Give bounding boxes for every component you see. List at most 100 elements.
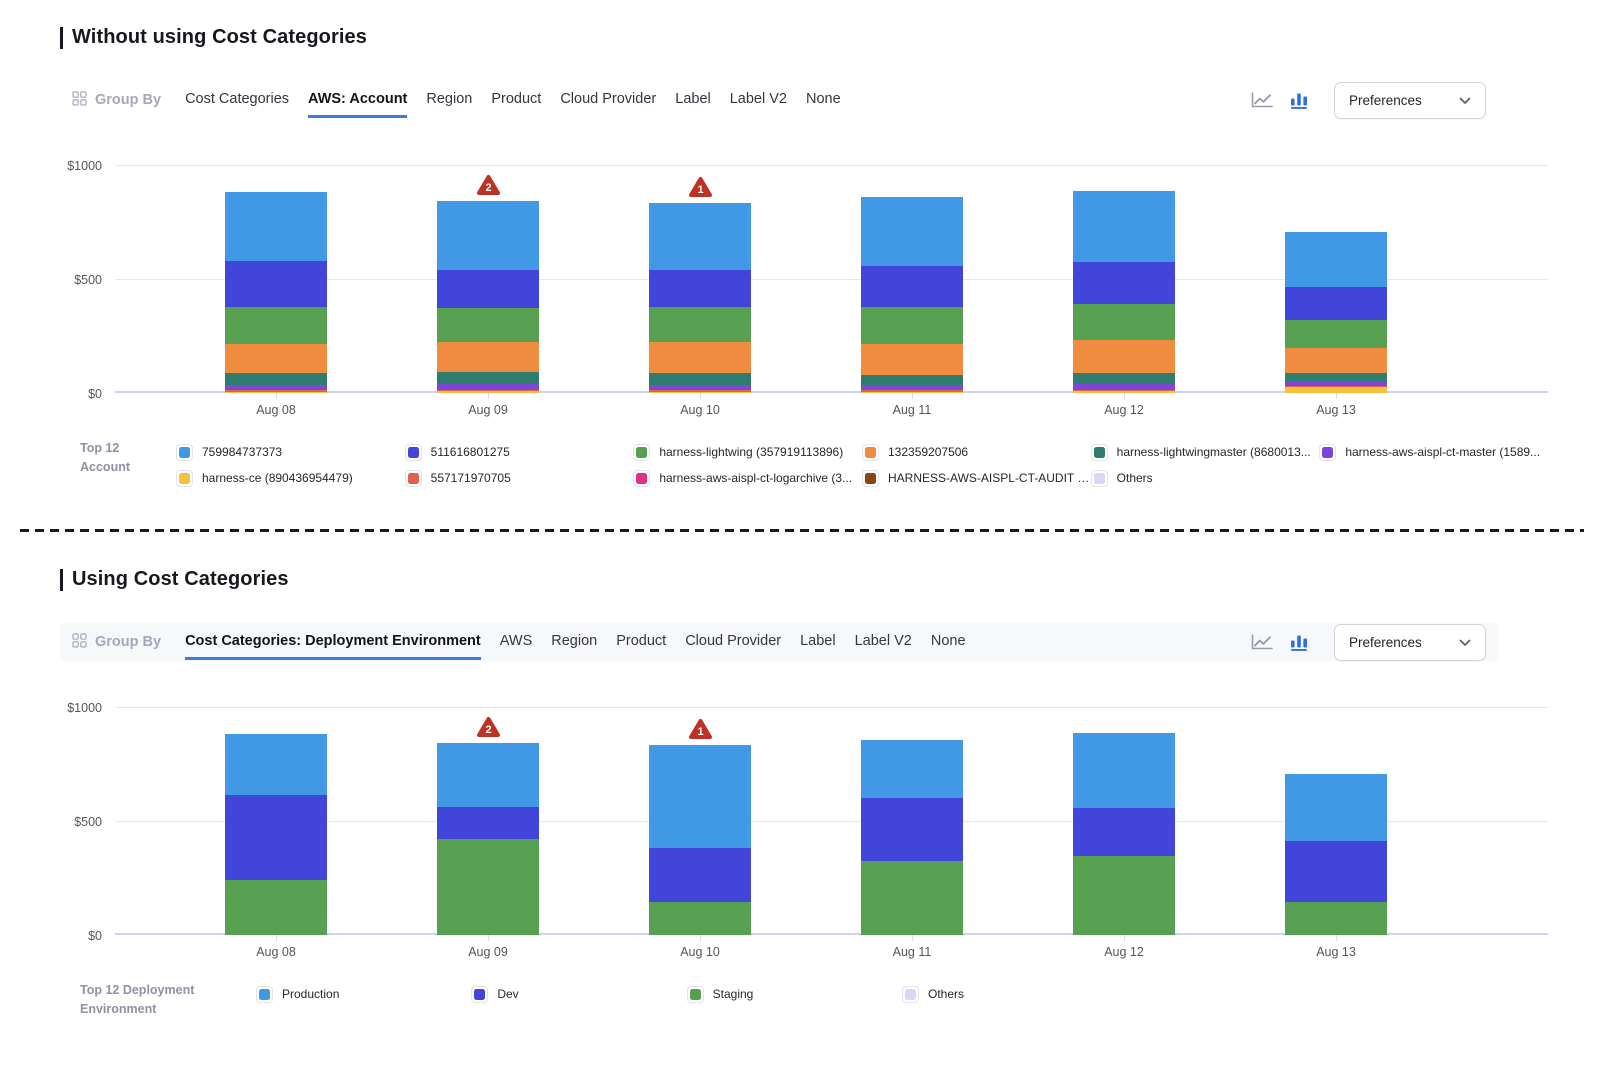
bar-segment-staging[interactable] <box>649 902 751 935</box>
bar-segment-511616801275[interactable] <box>437 269 539 309</box>
tab-product[interactable]: Product <box>616 632 667 649</box>
bar-segment-harness-ce-890436954479[interactable] <box>1073 391 1175 393</box>
bar-segment-harness-ce-890436954479[interactable] <box>1285 387 1387 393</box>
tab-label-v2[interactable]: Label V2 <box>854 632 912 649</box>
bar-segment-harness-ce-890436954479[interactable] <box>649 391 751 393</box>
bar-segment-staging[interactable] <box>861 861 963 935</box>
stacked-bar-aug-08[interactable] <box>225 192 327 393</box>
tab-region[interactable]: Region <box>551 632 598 649</box>
stacked-bar-aug-09[interactable] <box>437 201 539 393</box>
bar-segment-dev[interactable] <box>1285 840 1387 902</box>
bar-segment-511616801275[interactable] <box>1285 286 1387 321</box>
bar-segment-132359207506[interactable] <box>861 343 963 375</box>
bar-segment-557171970705[interactable] <box>1285 386 1387 388</box>
bar-segment-dev[interactable] <box>225 795 327 881</box>
bar-segment-harness-aws-aispl-ct-master-1589[interactable] <box>437 384 539 390</box>
bar-segment-759984737373[interactable] <box>437 201 539 270</box>
line-chart-icon[interactable] <box>1250 633 1274 651</box>
bar-segment-dev[interactable] <box>861 797 963 862</box>
preferences-button[interactable]: Preferences <box>1334 81 1486 119</box>
tab-cloud-provider[interactable]: Cloud Provider <box>560 90 657 107</box>
anomaly-badge[interactable]: 2 <box>476 174 501 196</box>
bar-segment-132359207506[interactable] <box>225 343 327 374</box>
bar-segment-production[interactable] <box>1073 733 1175 809</box>
bar-segment-production[interactable] <box>861 739 963 798</box>
bar-segment-harness-aws-aispl-ct-master-1589[interactable] <box>1285 381 1387 387</box>
bar-segment-511616801275[interactable] <box>1073 261 1175 305</box>
bar-segment-harness-lightwingmaster-8680013[interactable] <box>1073 372 1175 384</box>
bar-segment-759984737373[interactable] <box>861 197 963 266</box>
tab-label-v2[interactable]: Label V2 <box>729 90 787 107</box>
bar-segment-132359207506[interactable] <box>437 341 539 373</box>
tab-label[interactable]: Label <box>675 90 711 107</box>
bar-segment-557171970705[interactable] <box>225 389 327 392</box>
stacked-bar-aug-10[interactable] <box>649 744 751 935</box>
bar-segment-harness-lightwingmaster-8680013[interactable] <box>861 374 963 387</box>
stacked-bar-aug-13[interactable] <box>1285 232 1387 393</box>
anomaly-badge[interactable]: 1 <box>688 718 713 740</box>
bar-segment-harness-lightwingmaster-8680013[interactable] <box>225 373 327 385</box>
line-chart-icon[interactable] <box>1250 91 1274 109</box>
bar-segment-557171970705[interactable] <box>649 389 751 392</box>
bar-segment-production[interactable] <box>437 743 539 807</box>
stacked-bar-aug-12[interactable] <box>1073 191 1175 393</box>
bar-segment-557171970705[interactable] <box>861 390 963 392</box>
bar-segment-staging[interactable] <box>1073 856 1175 935</box>
bar-chart-icon[interactable] <box>1289 91 1309 109</box>
bar-segment-harness-lightwingmaster-8680013[interactable] <box>437 372 539 385</box>
stacked-bar-aug-10[interactable] <box>649 202 751 393</box>
bar-segment-harness-aws-aispl-ct-master-1589[interactable] <box>649 384 751 390</box>
bar-segment-dev[interactable] <box>649 848 751 903</box>
bar-segment-production[interactable] <box>225 734 327 796</box>
bar-segment-harness-ce-890436954479[interactable] <box>225 391 327 393</box>
tab-region[interactable]: Region <box>426 90 473 107</box>
bar-segment-557171970705[interactable] <box>437 389 539 392</box>
tab-cost-categories-deployment-environment[interactable]: Cost Categories: Deployment Environment <box>185 625 481 660</box>
stacked-bar-aug-12[interactable] <box>1073 733 1175 935</box>
stacked-bar-aug-11[interactable] <box>861 739 963 935</box>
bar-segment-dev[interactable] <box>1073 808 1175 857</box>
bar-segment-staging[interactable] <box>225 880 327 935</box>
anomaly-badge[interactable]: 2 <box>476 716 501 738</box>
bar-segment-132359207506[interactable] <box>1285 348 1387 374</box>
stacked-bar-aug-13[interactable] <box>1285 774 1387 935</box>
tab-cloud-provider[interactable]: Cloud Provider <box>685 632 782 649</box>
bar-segment-staging[interactable] <box>1285 901 1387 935</box>
stacked-bar-aug-11[interactable] <box>861 197 963 393</box>
bar-segment-harness-lightwing-357919113896[interactable] <box>649 307 751 343</box>
bar-segment-harness-lightwingmaster-8680013[interactable] <box>649 373 751 385</box>
stacked-bar-aug-08[interactable] <box>225 734 327 935</box>
bar-segment-harness-lightwing-357919113896[interactable] <box>437 308 539 342</box>
bar-segment-staging[interactable] <box>437 839 539 935</box>
bar-segment-dev[interactable] <box>437 806 539 840</box>
tab-product[interactable]: Product <box>491 90 542 107</box>
bar-segment-759984737373[interactable] <box>1285 232 1387 287</box>
tab-cost-categories[interactable]: Cost Categories <box>185 90 290 107</box>
bar-segment-harness-lightwing-357919113896[interactable] <box>1285 320 1387 349</box>
bar-segment-511616801275[interactable] <box>861 265 963 308</box>
preferences-button[interactable]: Preferences <box>1334 623 1486 661</box>
bar-segment-557171970705[interactable] <box>1073 389 1175 392</box>
bar-segment-759984737373[interactable] <box>225 192 327 261</box>
bar-segment-harness-lightwing-357919113896[interactable] <box>861 307 963 344</box>
bar-segment-132359207506[interactable] <box>1073 340 1175 373</box>
stacked-bar-aug-09[interactable] <box>437 743 539 935</box>
anomaly-badge[interactable]: 1 <box>688 176 713 198</box>
bar-chart-icon[interactable] <box>1289 633 1309 651</box>
bar-segment-harness-lightwing-357919113896[interactable] <box>1073 304 1175 341</box>
bar-segment-production[interactable] <box>649 744 751 849</box>
tab-label[interactable]: Label <box>800 632 836 649</box>
bar-segment-production[interactable] <box>1285 774 1387 841</box>
bar-segment-harness-aws-aispl-ct-master-1589[interactable] <box>1073 383 1175 390</box>
tab-none[interactable]: None <box>930 632 966 649</box>
bar-segment-759984737373[interactable] <box>1073 191 1175 262</box>
bar-segment-759984737373[interactable] <box>649 202 751 270</box>
bar-segment-511616801275[interactable] <box>649 269 751 308</box>
bar-segment-harness-ce-890436954479[interactable] <box>437 391 539 393</box>
tab-none[interactable]: None <box>805 90 841 107</box>
bar-segment-harness-lightwingmaster-8680013[interactable] <box>1285 373 1387 382</box>
bar-segment-132359207506[interactable] <box>649 342 751 374</box>
bar-segment-harness-aws-aispl-ct-master-1589[interactable] <box>861 386 963 391</box>
bar-segment-harness-ce-890436954479[interactable] <box>861 391 963 393</box>
tab-aws[interactable]: AWS <box>499 632 533 649</box>
